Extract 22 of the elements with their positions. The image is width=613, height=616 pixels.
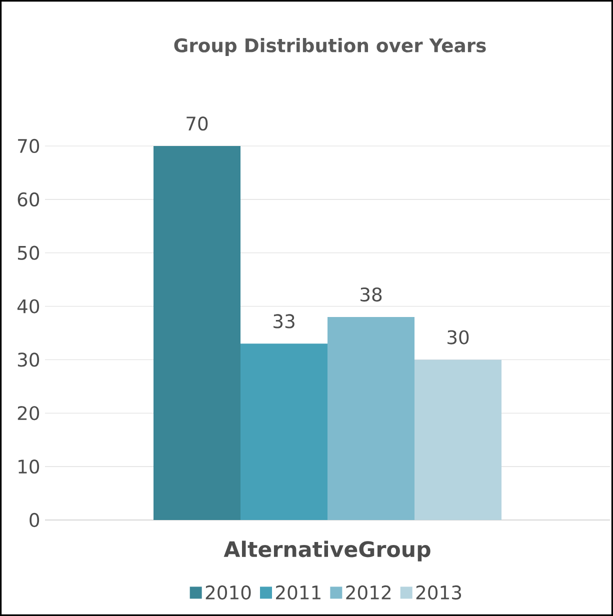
data-label: 70 (186, 116, 208, 131)
y-tick-label: 20 (18, 406, 40, 420)
y-tick-label: 70 (18, 138, 40, 154)
bar (154, 146, 241, 520)
data-label: 38 (360, 287, 382, 302)
y-tick-label: 0 (30, 512, 40, 528)
legend-label: 2011 (276, 585, 320, 600)
bar (240, 344, 328, 520)
chart-title: Group Distribution over Years (174, 38, 486, 56)
y-tick-label: 10 (18, 460, 40, 474)
x-tick-label: AlternativeGroup (224, 540, 430, 562)
y-tick-label: 60 (18, 192, 40, 206)
y-tick-label: 30 (18, 352, 40, 367)
bar (414, 360, 502, 520)
y-tick-label: 50 (18, 246, 40, 260)
bar (328, 316, 415, 520)
y-tick-label: 40 (17, 299, 40, 314)
legend-label: 2013 (416, 585, 462, 600)
legend-label: 2010 (206, 585, 251, 600)
data-label: 33 (274, 314, 294, 328)
data-label: 30 (448, 330, 469, 344)
legend-label: 2012 (346, 585, 390, 600)
